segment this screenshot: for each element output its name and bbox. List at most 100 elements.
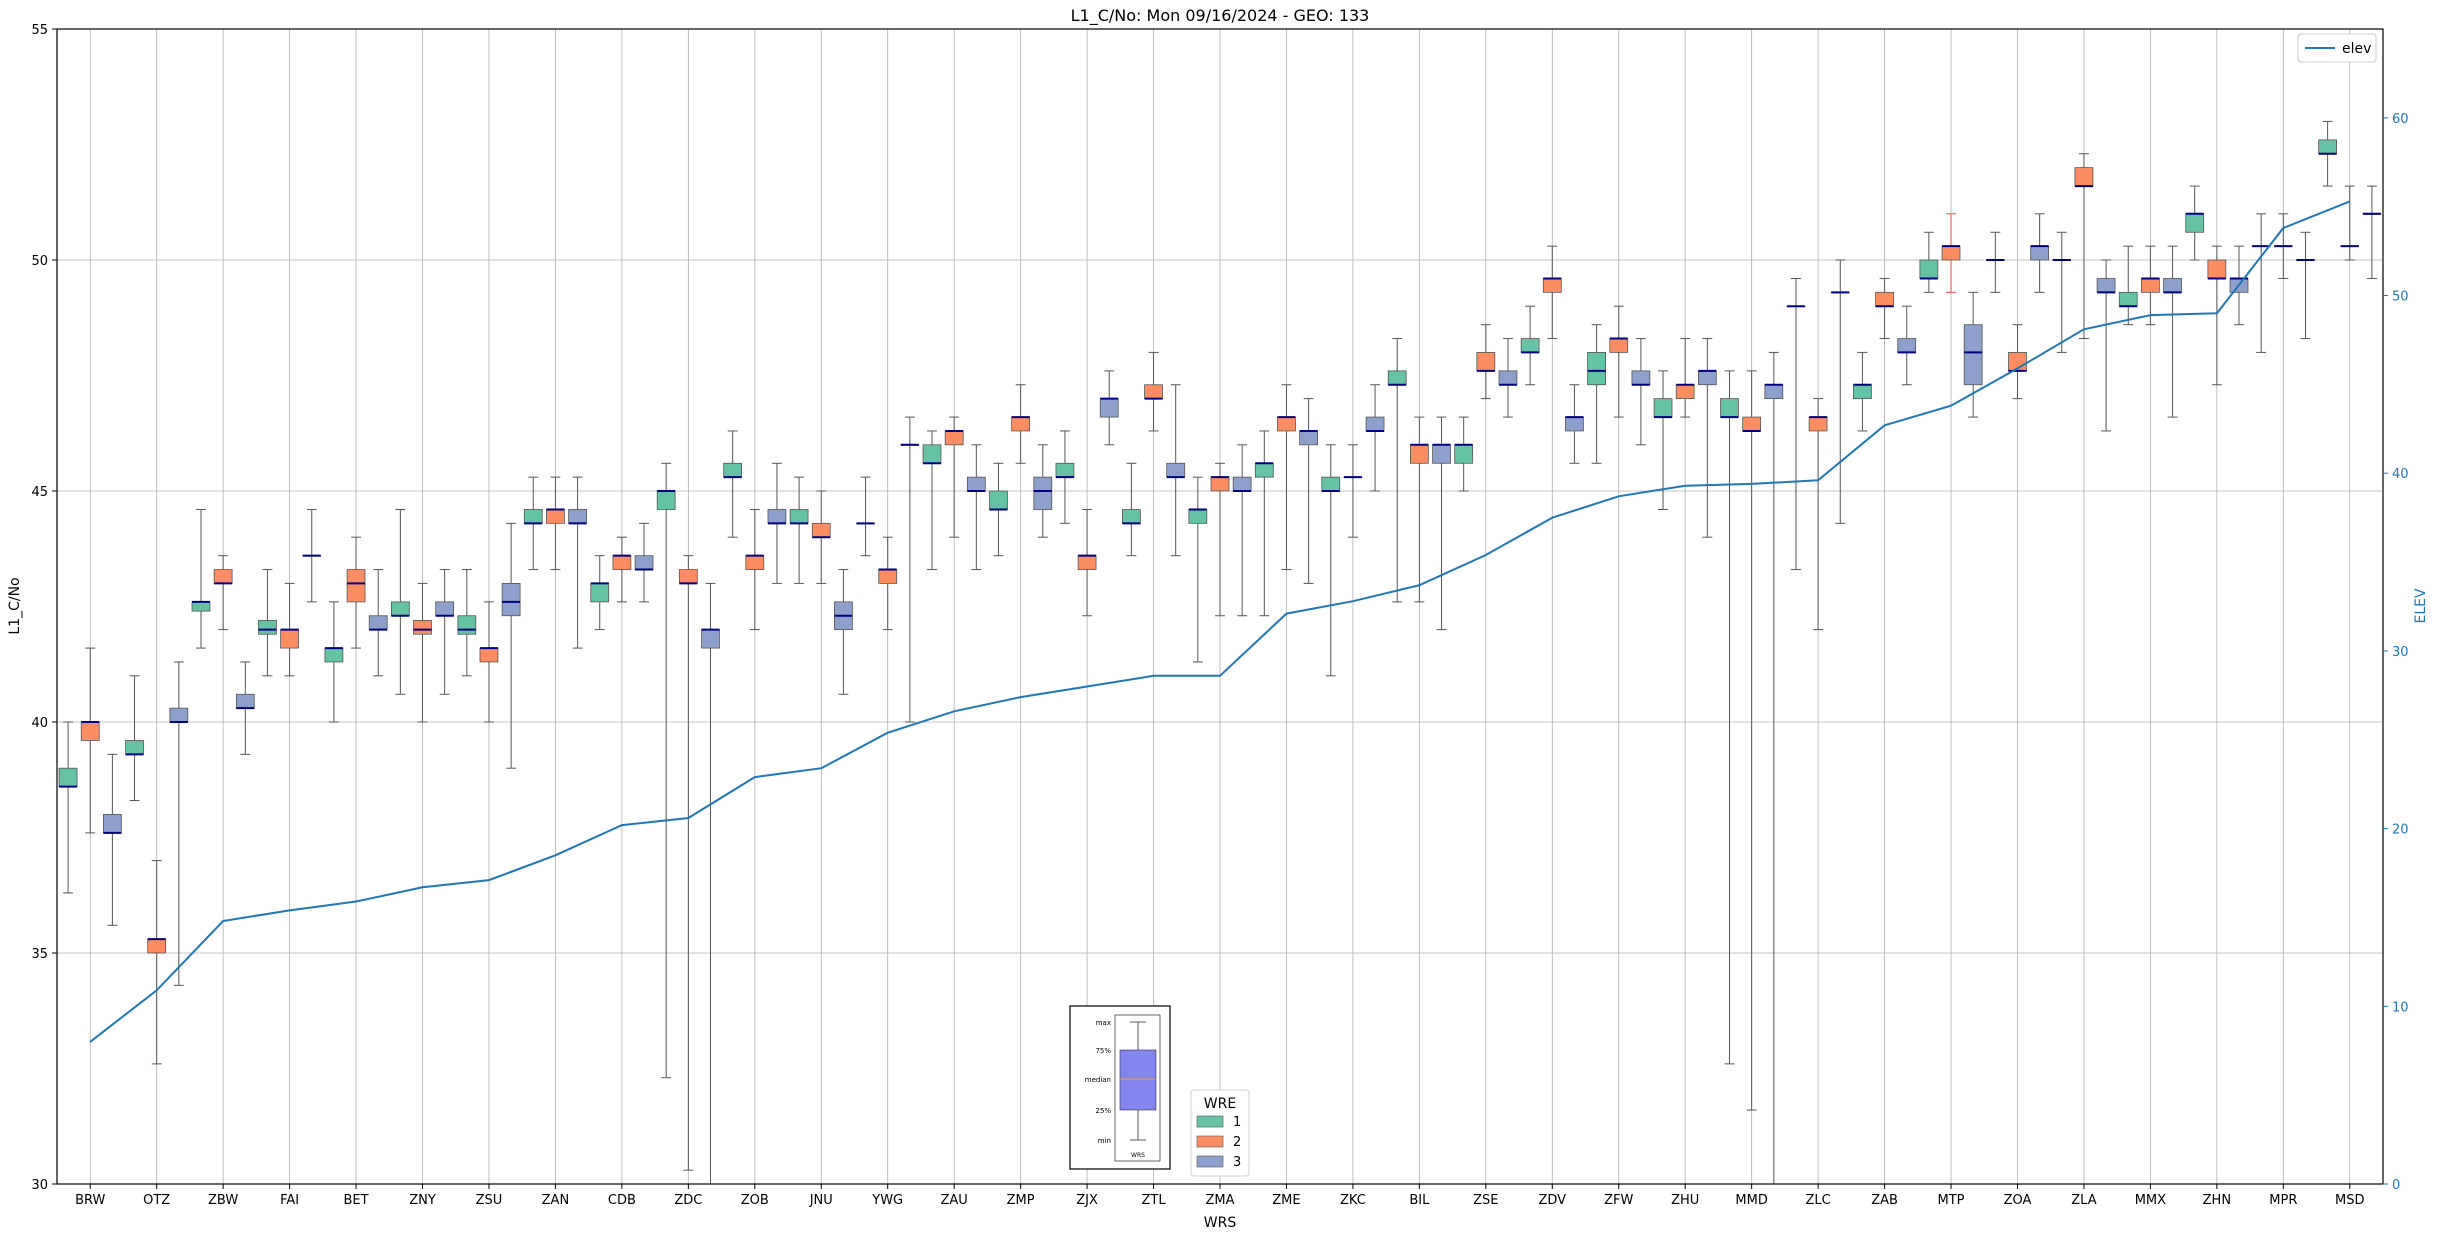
box (523, 509, 543, 524)
box (767, 509, 787, 524)
x-tick-label: BIL (1409, 1193, 1430, 1208)
box (1432, 444, 1451, 464)
box (590, 583, 610, 603)
box (1365, 416, 1385, 432)
box-plot-group (1122, 462, 1141, 557)
box-plot-group (479, 601, 499, 723)
box-plot-group (2096, 259, 2116, 432)
box-plot-group (789, 476, 809, 584)
y2-axis-label: ELEV (2413, 588, 2429, 623)
x-tick-label: MMD (1735, 1193, 1767, 1208)
y2-tick-label: 0 (2392, 1178, 2400, 1193)
box (1454, 444, 1474, 464)
box (1011, 416, 1031, 432)
box-plot-group (1742, 370, 1762, 1111)
box (1099, 398, 1119, 418)
box (656, 490, 676, 510)
box-plot-group (1720, 370, 1739, 1065)
x-axis-label: WRS (1204, 1215, 1237, 1231)
inset-box (1119, 1049, 1157, 1111)
x-tick-label: CDB (608, 1193, 636, 1208)
box-plot-group (1498, 338, 1518, 418)
box-plot-group (1409, 416, 1429, 603)
box-plot-group (191, 508, 211, 649)
y-tick-label: 50 (31, 254, 48, 269)
x-tick-label: ZLA (2071, 1193, 2096, 1208)
box (1122, 509, 1141, 524)
box-plot-group (2207, 245, 2227, 386)
x-tick-label: ZAB (1871, 1193, 1898, 1208)
box (2096, 278, 2116, 293)
box-plot-group (2296, 231, 2315, 340)
elev-legend: elev (2297, 33, 2377, 63)
x-tick-label: ZOB (741, 1193, 769, 1208)
wre-legend-title: WRE (1204, 1096, 1236, 1112)
box (1587, 351, 1606, 386)
box (501, 583, 521, 617)
box-plot-group (745, 508, 765, 631)
box-plot-group (1631, 338, 1651, 446)
box-plot-group (2074, 153, 2094, 340)
box (989, 490, 1008, 510)
box (1853, 384, 1872, 399)
elev-line-layer (89, 200, 2351, 1043)
box-plot-group (169, 661, 189, 986)
box-plot-group (1099, 370, 1119, 446)
wre-legend-swatch-2 (1196, 1135, 1224, 1148)
wre-legend: WRE 1 2 3 (1190, 1089, 1250, 1177)
box-plot-group (989, 462, 1008, 557)
box-plot-group (723, 430, 743, 538)
box-plot-group (656, 462, 676, 1079)
box-plot-group (1144, 351, 1163, 432)
box-plot-group (1897, 305, 1917, 386)
box (723, 462, 743, 478)
box-plot-group (80, 647, 100, 834)
box (80, 721, 100, 741)
box-plot-group (1941, 213, 1961, 293)
box (2185, 213, 2205, 233)
box-plot-group (1011, 384, 1031, 464)
box (789, 509, 809, 524)
box-plot-group (1387, 338, 1407, 603)
x-tick-label: JNU (809, 1193, 833, 1208)
elev-line (89, 200, 2351, 1043)
box-plot-group (1565, 384, 1584, 464)
x-tick-label: ZHN (2203, 1193, 2231, 1208)
box (1919, 259, 1939, 279)
x-tick-label: ZFW (1604, 1193, 1633, 1208)
y-axis-right: 0 10 20 30 40 50 60 (2383, 112, 2409, 1193)
box-plot-group (324, 601, 344, 723)
x-tick-label: BET (344, 1193, 369, 1208)
box-plot-group (1232, 444, 1252, 617)
wre-legend-label-3: 3 (1233, 1155, 1241, 1170)
box-plot-group (1875, 277, 1894, 340)
inset-xlabel: WRS (1131, 1152, 1145, 1159)
box-plot-group (944, 416, 964, 538)
box (701, 629, 720, 649)
box (390, 601, 410, 617)
box-plot-group (1277, 384, 1296, 571)
box (346, 569, 366, 603)
inset-label-max: max (1096, 1019, 1111, 1027)
x-tick-label: MMX (2135, 1193, 2166, 1208)
box (634, 555, 654, 570)
box (878, 569, 898, 584)
box-plot-group (811, 490, 831, 584)
box-plot-group (1432, 416, 1451, 631)
box-plot-group (546, 476, 565, 571)
box (1808, 416, 1828, 432)
box (1166, 462, 1186, 478)
y-axis-left: 30 35 40 45 50 55 (31, 23, 57, 1193)
box-plot-group (2163, 245, 2182, 418)
box (1609, 338, 1629, 353)
y2-tick-label: 10 (2392, 1000, 2409, 1015)
box (2318, 139, 2337, 155)
box-plot-group (1077, 508, 1097, 617)
box (213, 569, 233, 584)
x-tick-label: ZAU (941, 1193, 968, 1208)
box (1321, 476, 1341, 492)
y2-tick-label: 30 (2392, 645, 2409, 660)
box (1210, 476, 1230, 492)
